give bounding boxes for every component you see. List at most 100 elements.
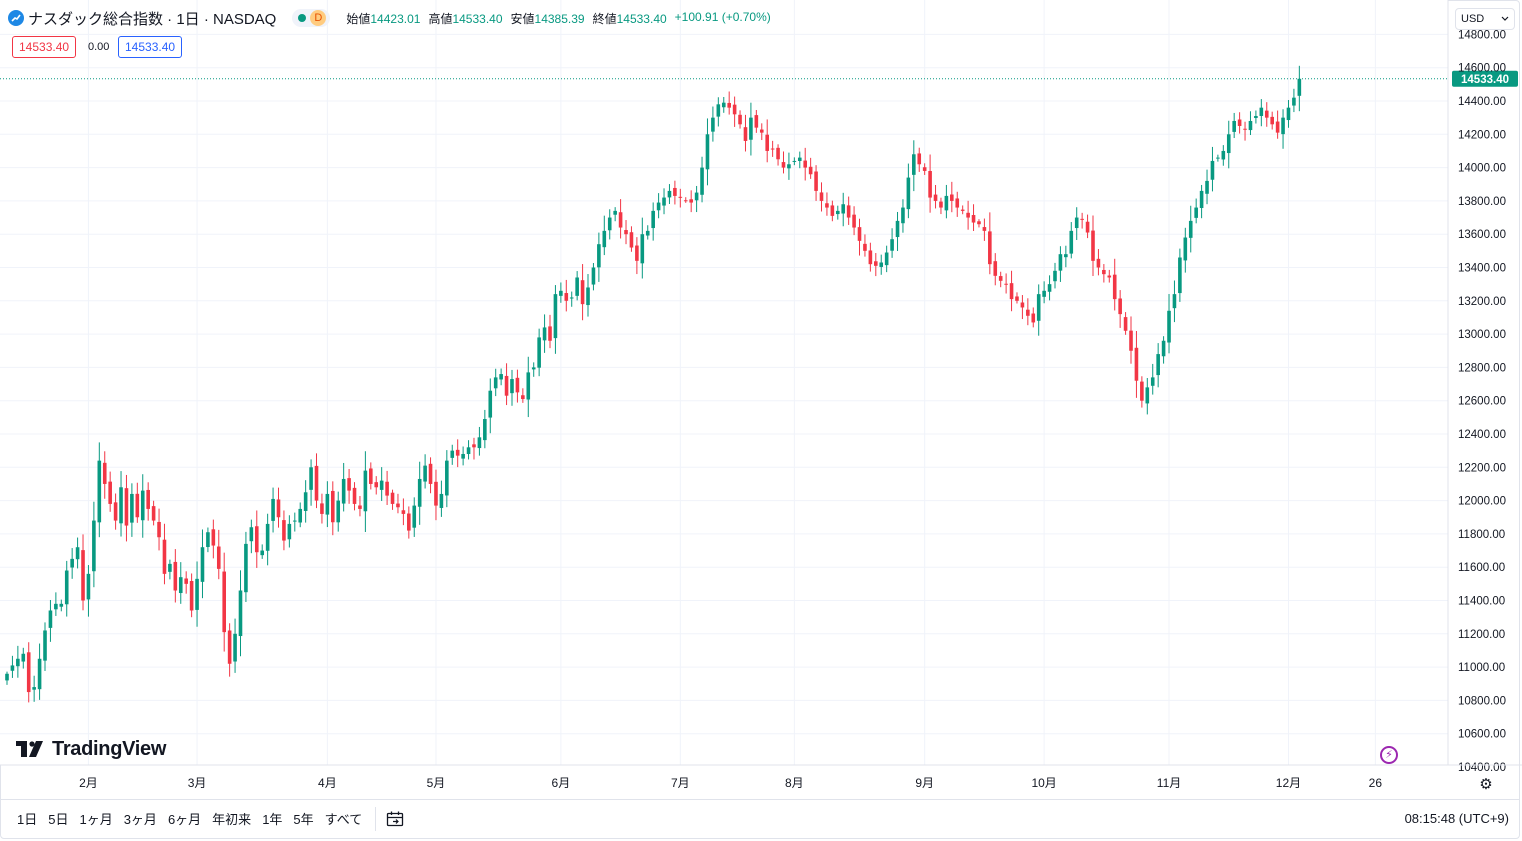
low-label: 安値 xyxy=(510,11,535,26)
range-ytd-button[interactable]: 年初来 xyxy=(212,812,252,827)
range-6m-button[interactable]: 6ヶ月 xyxy=(167,812,202,827)
candle xyxy=(1129,316,1133,364)
candle xyxy=(1031,307,1036,328)
grid-lines xyxy=(0,0,1448,765)
candle xyxy=(314,453,319,509)
candle xyxy=(1026,298,1030,326)
candle xyxy=(1221,145,1226,166)
candle xyxy=(81,534,85,611)
candle xyxy=(770,140,775,157)
candle xyxy=(1053,262,1057,289)
candle-body xyxy=(455,449,460,456)
bottom-toolbar: 1日 5日 1ヶ月 3ヶ月 6ヶ月 年初来 1年 5年 すべて 08:15:48… xyxy=(1,799,1519,837)
range-1d-button[interactable]: 1日 xyxy=(17,812,38,827)
candle xyxy=(211,519,216,559)
range-1y-button[interactable]: 1年 xyxy=(262,812,283,827)
candle xyxy=(1112,258,1117,311)
range-5d-button[interactable]: 5日 xyxy=(48,812,69,827)
candle xyxy=(1275,110,1280,139)
candle xyxy=(1085,214,1090,239)
candle xyxy=(417,461,422,525)
candle-body xyxy=(412,505,417,528)
candle xyxy=(1178,248,1182,302)
candle-body xyxy=(683,200,688,202)
open-label: 始値 xyxy=(346,11,371,26)
candle xyxy=(559,282,563,303)
sell-price-button[interactable]: 14533.40 xyxy=(12,36,77,58)
candle xyxy=(369,462,373,490)
y-tick-label: 10400.00 xyxy=(1458,762,1506,774)
range-all-button[interactable]: すべて xyxy=(324,812,363,827)
candle xyxy=(988,212,992,275)
price-axis[interactable]: 10400.00 10600.00 10800.00 11000.00 11200.00… xyxy=(1447,0,1506,774)
candle xyxy=(765,119,769,163)
plot-area xyxy=(0,0,1448,765)
candle-body xyxy=(37,658,42,690)
time-axis[interactable]: 2月 3月 4月 5月 6月 7月 8月 9月 10月 11月 12月 26 xyxy=(0,764,1522,790)
delayed-badge: D xyxy=(310,10,327,26)
candle-body xyxy=(1254,115,1258,119)
range-3m-button[interactable]: 3ヶ月 xyxy=(123,812,157,827)
candle xyxy=(917,147,922,172)
candle-body xyxy=(59,603,64,607)
candle xyxy=(1036,284,1041,336)
candle-body xyxy=(874,261,878,266)
lightning-icon[interactable]: ⚡ xyxy=(1380,746,1398,764)
candle xyxy=(162,523,167,585)
candle-body xyxy=(401,510,406,514)
candle-body xyxy=(1053,270,1057,282)
candle-body xyxy=(1058,254,1063,271)
candle-body xyxy=(216,546,221,569)
candle-body xyxy=(960,209,965,211)
candle xyxy=(1248,111,1253,136)
candle xyxy=(216,529,221,580)
candle-body xyxy=(1102,269,1106,275)
candle-body xyxy=(1259,107,1264,116)
range-1m-button[interactable]: 1ヶ月 xyxy=(79,812,113,827)
symbol-title[interactable]: ナスダック総合指数 · 1日 · NASDAQ xyxy=(28,10,277,28)
candle-body xyxy=(130,493,134,523)
candle-body xyxy=(901,207,905,224)
candle xyxy=(70,548,74,579)
currency-select[interactable]: USD xyxy=(1455,8,1515,30)
candle-body xyxy=(1264,110,1269,118)
candle-body xyxy=(841,204,846,214)
candle xyxy=(43,622,47,671)
candle xyxy=(852,206,856,236)
candle xyxy=(499,368,503,386)
candle-body xyxy=(906,177,911,210)
candle xyxy=(260,544,265,559)
y-tick-label: 14000.00 xyxy=(1458,163,1506,175)
candle xyxy=(618,199,623,239)
x-tick-label: 7月 xyxy=(671,776,690,790)
candle-body xyxy=(1064,254,1068,258)
candle xyxy=(1091,215,1095,277)
candle-body xyxy=(1292,97,1296,106)
candle xyxy=(32,675,36,702)
y-tick-label: 13400.00 xyxy=(1458,263,1506,275)
candle-body xyxy=(26,652,31,693)
candle-body xyxy=(977,221,981,225)
gear-icon[interactable]: ⚙ xyxy=(1479,776,1493,793)
candle xyxy=(358,496,362,517)
status-badges[interactable]: D xyxy=(292,9,331,27)
candle-body xyxy=(32,687,36,690)
candlestick-chart[interactable]: 14533.40 10400.00 10600.00 10800.00 11000.0… xyxy=(0,0,1522,800)
candle xyxy=(1205,169,1209,205)
buy-price-button[interactable]: 14533.40 xyxy=(118,36,183,58)
range-5y-button[interactable]: 5年 xyxy=(293,812,314,827)
calendar-goto-icon[interactable] xyxy=(384,808,406,830)
candle xyxy=(320,493,324,524)
candle-body xyxy=(1270,116,1274,125)
candle xyxy=(591,263,596,291)
candle xyxy=(488,378,493,434)
candle xyxy=(624,220,628,245)
candle-body xyxy=(776,147,780,160)
candle-body xyxy=(1112,274,1117,300)
candle-body xyxy=(504,375,509,396)
candle xyxy=(705,118,710,186)
candle-body xyxy=(157,521,161,538)
clock-timezone[interactable]: 08:15:48 (UTC+9) xyxy=(1404,811,1509,826)
tradingview-logo[interactable]: TradingView xyxy=(16,737,166,761)
y-tick-label: 11400.00 xyxy=(1458,596,1505,608)
